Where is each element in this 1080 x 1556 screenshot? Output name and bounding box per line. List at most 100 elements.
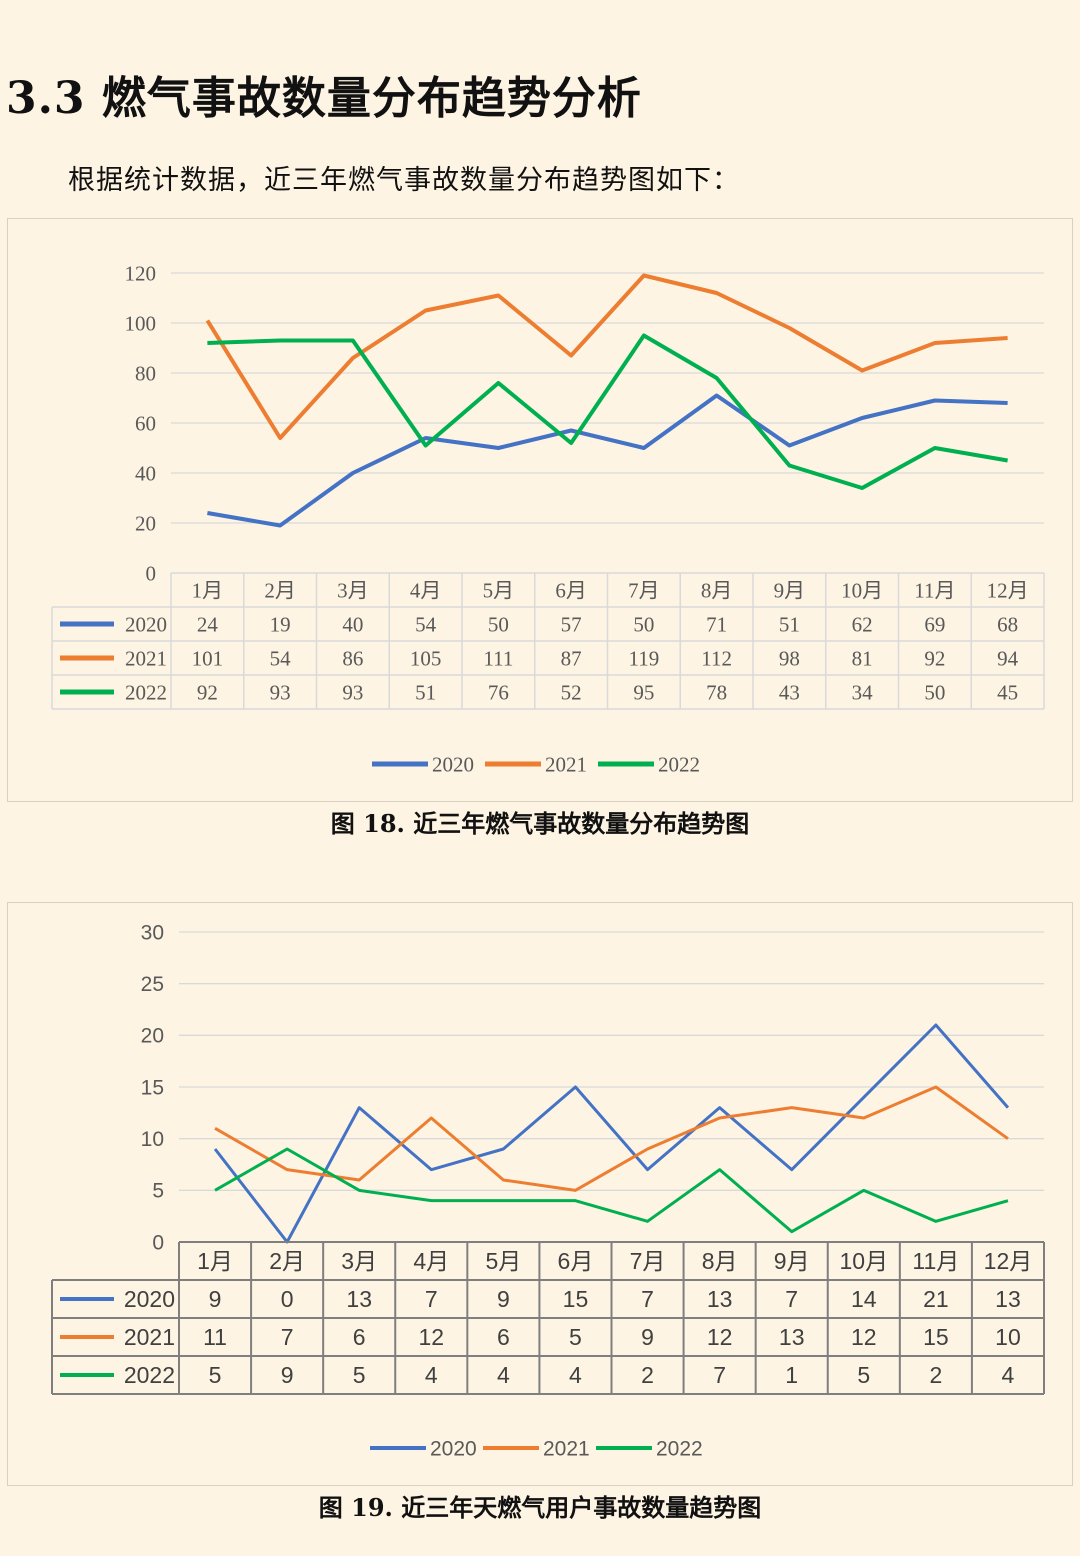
table-cell-value: 81 bbox=[852, 646, 873, 670]
table-cell-value: 5 bbox=[353, 1362, 366, 1388]
table-cell-value: 52 bbox=[561, 680, 582, 704]
y-tick-label: 0 bbox=[146, 561, 157, 585]
y-tick-label: 0 bbox=[152, 1231, 164, 1254]
table-cell-value: 9 bbox=[281, 1362, 294, 1388]
chart-2-container: 0 5 10 15 20 25 30 1月 2月 3月 4月 5月 6月 7月 8月 9月 10月 11月 12月 2… bbox=[7, 902, 1073, 1486]
x-category-label: 10月 bbox=[841, 578, 883, 602]
x-category-label: 4月 bbox=[413, 1248, 449, 1274]
table-cell-value: 57 bbox=[561, 612, 582, 636]
table-cell-value: 7 bbox=[281, 1324, 294, 1350]
x-category-label: 1月 bbox=[197, 1248, 233, 1274]
y-tick-label: 30 bbox=[141, 921, 164, 944]
table-cell-value: 87 bbox=[561, 646, 582, 670]
table-cell-value: 86 bbox=[342, 646, 363, 670]
table-cell-value: 92 bbox=[197, 680, 218, 704]
chart-1-container: 0 20 40 60 80 100 120 1月 2月 3月 4月 5月 6月 7月 8月 9月 10月 11月 1… bbox=[7, 218, 1073, 802]
intro-paragraph: 根据统计数据，近三年燃气事故数量分布趋势图如下： bbox=[68, 165, 740, 196]
table-cell-value: 7 bbox=[425, 1286, 438, 1312]
x-category-label: 5月 bbox=[485, 1248, 521, 1274]
table-cell-value: 34 bbox=[852, 680, 874, 704]
table-cell-value: 62 bbox=[852, 612, 873, 636]
y-tick-label: 10 bbox=[141, 1128, 164, 1151]
x-category-label: 3月 bbox=[341, 1248, 377, 1274]
table-cell-value: 13 bbox=[779, 1324, 805, 1350]
table-cell-value: 9 bbox=[497, 1286, 510, 1312]
legend-label: 2021 bbox=[545, 752, 587, 776]
table-cell-value: 95 bbox=[633, 680, 654, 704]
x-category-label: 2月 bbox=[264, 578, 296, 602]
x-category-label: 6月 bbox=[555, 578, 587, 602]
table-cell-value: 1 bbox=[785, 1362, 798, 1388]
table-cell-value: 12 bbox=[418, 1324, 444, 1350]
table-cell-value: 54 bbox=[415, 612, 437, 636]
y-tick-label: 60 bbox=[135, 411, 156, 435]
table-cell-value: 111 bbox=[483, 646, 513, 670]
table-cell-value: 7 bbox=[785, 1286, 798, 1312]
legend-label: 2022 bbox=[658, 752, 700, 776]
y-tick-label: 120 bbox=[125, 261, 157, 285]
x-category-label: 9月 bbox=[774, 578, 806, 602]
table-cell-value: 105 bbox=[410, 646, 442, 670]
table-cell-value: 0 bbox=[281, 1286, 294, 1312]
accident-trend-chart: 0 20 40 60 80 100 120 1月 2月 3月 4月 5月 6月 7月 8月 9月 10月 11月 1… bbox=[51, 261, 1045, 776]
series-line-2022 bbox=[214, 1147, 1009, 1234]
table-series-label: 2020 bbox=[124, 1286, 175, 1312]
legend-label: 2020 bbox=[432, 752, 474, 776]
series-line-2020 bbox=[207, 393, 1008, 528]
table-cell-value: 101 bbox=[192, 646, 224, 670]
x-category-label: 3月 bbox=[337, 578, 369, 602]
y-tick-label: 100 bbox=[125, 311, 157, 335]
x-category-label: 12月 bbox=[984, 1248, 1033, 1274]
table-cell-value: 50 bbox=[488, 612, 509, 636]
x-category-label: 11月 bbox=[912, 1248, 959, 1274]
table-cell-value: 98 bbox=[779, 646, 800, 670]
y-tick-label: 80 bbox=[135, 361, 156, 385]
table-cell-value: 4 bbox=[425, 1362, 438, 1388]
table-cell-value: 71 bbox=[706, 612, 727, 636]
table-cell-value: 12 bbox=[851, 1324, 877, 1350]
table-cell-value: 93 bbox=[342, 680, 363, 704]
x-category-label: 7月 bbox=[630, 1248, 666, 1274]
table-series-label: 2020 bbox=[125, 612, 167, 636]
table-series-label: 2022 bbox=[125, 680, 167, 704]
table-cell-value: 4 bbox=[497, 1362, 510, 1388]
table-cell-value: 119 bbox=[629, 646, 660, 670]
x-category-label: 4月 bbox=[410, 578, 442, 602]
table-cell-value: 15 bbox=[923, 1324, 949, 1350]
x-category-label: 10月 bbox=[839, 1248, 888, 1274]
table-cell-value: 5 bbox=[569, 1324, 582, 1350]
x-category-label: 9月 bbox=[774, 1248, 810, 1274]
x-category-label: 5月 bbox=[483, 578, 515, 602]
table-cell-value: 2 bbox=[929, 1362, 942, 1388]
table-cell-value: 9 bbox=[209, 1286, 222, 1312]
table-cell-value: 5 bbox=[209, 1362, 222, 1388]
x-category-label: 2月 bbox=[269, 1248, 305, 1274]
y-tick-label: 20 bbox=[141, 1025, 164, 1048]
table-series-label: 2021 bbox=[125, 646, 167, 670]
table-cell-value: 5 bbox=[857, 1362, 870, 1388]
y-tick-label: 40 bbox=[135, 461, 156, 485]
table-cell-value: 7 bbox=[713, 1362, 726, 1388]
series-line-2020 bbox=[213, 1023, 1010, 1244]
chart-1-caption: 图 18. 近三年燃气事故数量分布趋势图 bbox=[330, 809, 750, 838]
y-tick-label: 25 bbox=[141, 973, 164, 996]
x-category-label: 8月 bbox=[701, 578, 733, 602]
table-cell-value: 93 bbox=[270, 680, 291, 704]
table-cell-value: 13 bbox=[707, 1286, 733, 1312]
series-line-2021 bbox=[214, 1085, 1009, 1192]
x-category-label: 1月 bbox=[192, 578, 224, 602]
table-cell-value: 9 bbox=[641, 1324, 654, 1350]
table-cell-value: 51 bbox=[415, 680, 436, 704]
section-heading: 3.3 燃气事故数量分布趋势分析 bbox=[6, 73, 642, 124]
y-tick-label: 5 bbox=[152, 1180, 164, 1203]
legend-label: 2021 bbox=[543, 1437, 590, 1460]
x-category-label: 6月 bbox=[558, 1248, 594, 1274]
table-cell-value: 43 bbox=[779, 680, 800, 704]
table-cell-value: 15 bbox=[563, 1286, 589, 1312]
table-cell-value: 10 bbox=[995, 1324, 1021, 1350]
x-category-label: 8月 bbox=[702, 1248, 738, 1274]
table-cell-value: 6 bbox=[353, 1324, 366, 1350]
table-cell-value: 21 bbox=[923, 1286, 949, 1312]
y-tick-label: 20 bbox=[135, 511, 156, 535]
table-cell-value: 51 bbox=[779, 612, 800, 636]
